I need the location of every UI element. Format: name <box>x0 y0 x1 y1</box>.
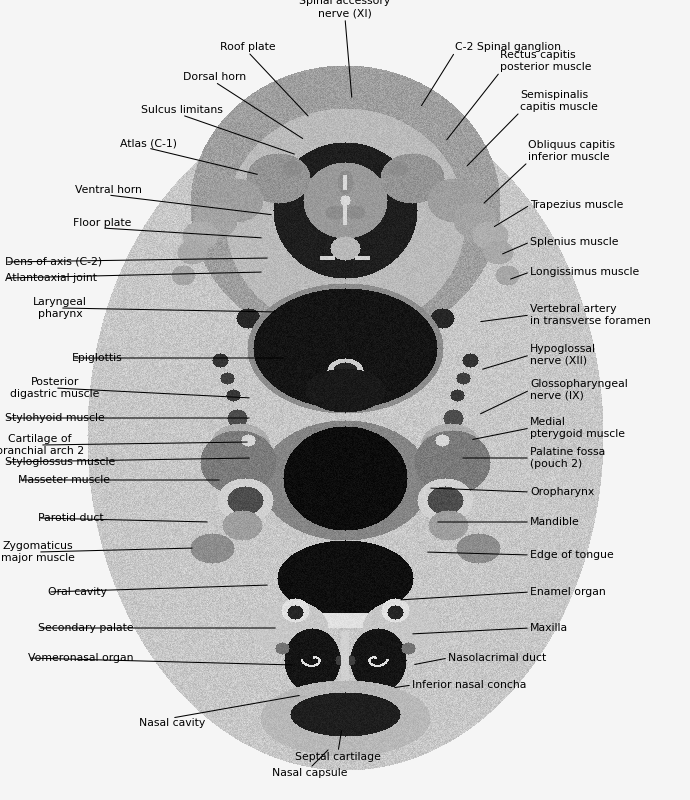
Text: Parotid duct: Parotid duct <box>38 513 104 523</box>
Text: Longissimus muscle: Longissimus muscle <box>530 267 639 277</box>
Text: Epiglottis: Epiglottis <box>72 353 123 363</box>
Text: Glossopharyngeal
nerve (IX): Glossopharyngeal nerve (IX) <box>530 379 628 401</box>
Text: Posterior
digastric muscle: Posterior digastric muscle <box>10 378 99 399</box>
Text: Atlantoaxial joint: Atlantoaxial joint <box>5 273 97 283</box>
Text: Edge of tongue: Edge of tongue <box>530 550 613 560</box>
Text: Palatine fossa
(pouch 2): Palatine fossa (pouch 2) <box>530 447 605 469</box>
Text: Ventral horn: Ventral horn <box>75 185 141 195</box>
Text: Trapezius muscle: Trapezius muscle <box>530 200 623 210</box>
Text: Vertebral artery
in transverse foramen: Vertebral artery in transverse foramen <box>530 304 651 326</box>
Text: C-2 Spinal ganglion: C-2 Spinal ganglion <box>455 42 561 52</box>
Text: Sulcus limitans: Sulcus limitans <box>141 105 223 115</box>
Text: Mandible: Mandible <box>530 517 580 527</box>
Text: Nasal cavity: Nasal cavity <box>139 718 205 728</box>
Text: Cartilage of
branchial arch 2: Cartilage of branchial arch 2 <box>0 434 84 456</box>
Text: Nasal capsule: Nasal capsule <box>273 768 348 778</box>
Text: Medial
pterygoid muscle: Medial pterygoid muscle <box>530 418 625 438</box>
Text: Dens of axis (C-2): Dens of axis (C-2) <box>5 257 102 267</box>
Text: Roof plate: Roof plate <box>220 42 276 52</box>
Text: Masseter muscle: Masseter muscle <box>18 475 110 485</box>
Text: Septal cartilage: Septal cartilage <box>295 752 381 762</box>
Text: Vomeronasal organ: Vomeronasal organ <box>28 653 133 663</box>
Text: Laryngeal
pharynx: Laryngeal pharynx <box>33 297 87 318</box>
Text: Inferior nasal concha: Inferior nasal concha <box>412 680 526 690</box>
Text: Styloglossus muscle: Styloglossus muscle <box>5 457 115 467</box>
Text: Splenius muscle: Splenius muscle <box>530 237 618 247</box>
Text: Zygomaticus
major muscle: Zygomaticus major muscle <box>1 541 75 563</box>
Text: Semispinalis
capitis muscle: Semispinalis capitis muscle <box>520 90 598 112</box>
Text: Enamel organ: Enamel organ <box>530 587 606 597</box>
Text: Oropharynx: Oropharynx <box>530 487 594 497</box>
Text: Obliquus capitis
inferior muscle: Obliquus capitis inferior muscle <box>528 141 615 162</box>
Text: Dorsal horn: Dorsal horn <box>184 72 246 82</box>
Text: Rectus capitis
posterior muscle: Rectus capitis posterior muscle <box>500 50 591 72</box>
Text: Secondary palate: Secondary palate <box>38 623 134 633</box>
Text: Maxilla: Maxilla <box>530 623 568 633</box>
Text: Hypoglossal
nerve (XII): Hypoglossal nerve (XII) <box>530 344 596 366</box>
Text: Nasolacrimal duct: Nasolacrimal duct <box>448 653 546 663</box>
Text: Oral cavity: Oral cavity <box>48 587 107 597</box>
Text: Atlas (C-1): Atlas (C-1) <box>119 138 177 148</box>
Text: Floor plate: Floor plate <box>73 218 131 228</box>
Text: Stylohyoid muscle: Stylohyoid muscle <box>5 413 105 423</box>
Text: Spinal accessory
nerve (XI): Spinal accessory nerve (XI) <box>299 0 391 18</box>
